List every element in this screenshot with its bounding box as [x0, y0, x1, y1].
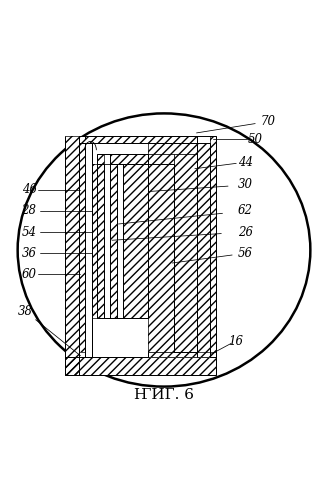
Bar	[104, 154, 110, 164]
Bar	[148, 352, 216, 358]
Bar	[174, 154, 196, 352]
Bar	[65, 136, 79, 375]
Bar	[148, 142, 196, 154]
Text: 36: 36	[22, 247, 36, 260]
Bar	[117, 164, 123, 318]
Bar	[210, 136, 216, 358]
Bar	[148, 142, 196, 154]
Bar	[92, 164, 97, 318]
Text: ҤИГ. 6: ҤИГ. 6	[134, 388, 194, 402]
Bar	[79, 136, 196, 142]
Text: 16: 16	[228, 334, 243, 347]
Text: 54: 54	[22, 226, 36, 238]
Bar	[92, 164, 97, 318]
Text: 26: 26	[238, 226, 253, 238]
Bar	[148, 352, 216, 358]
Bar	[65, 136, 79, 375]
Bar	[65, 358, 216, 375]
Text: 70: 70	[260, 115, 276, 128]
Bar	[174, 154, 196, 352]
Text: 38: 38	[18, 306, 33, 318]
Bar	[97, 154, 148, 164]
Bar	[97, 154, 148, 164]
Bar	[79, 142, 85, 352]
Bar	[110, 164, 117, 318]
Bar	[196, 142, 210, 358]
Text: 50: 50	[248, 133, 262, 146]
Bar	[85, 142, 92, 358]
Text: 62: 62	[238, 204, 253, 218]
Text: 56: 56	[238, 247, 253, 260]
Bar	[79, 142, 85, 352]
Bar	[123, 164, 148, 318]
Bar	[123, 164, 148, 318]
Bar	[79, 136, 196, 142]
Text: 30: 30	[238, 178, 253, 192]
Text: 60: 60	[22, 268, 36, 281]
Bar	[97, 164, 104, 318]
Ellipse shape	[18, 114, 310, 386]
Bar	[210, 136, 216, 358]
Bar	[110, 164, 117, 318]
Text: 28: 28	[22, 204, 36, 218]
Bar	[104, 164, 110, 318]
Bar	[148, 154, 174, 352]
Bar	[97, 164, 104, 318]
Bar	[65, 358, 216, 375]
Bar	[196, 142, 210, 358]
Bar	[148, 154, 174, 352]
Text: 46: 46	[22, 184, 36, 196]
Text: 44: 44	[238, 156, 253, 168]
